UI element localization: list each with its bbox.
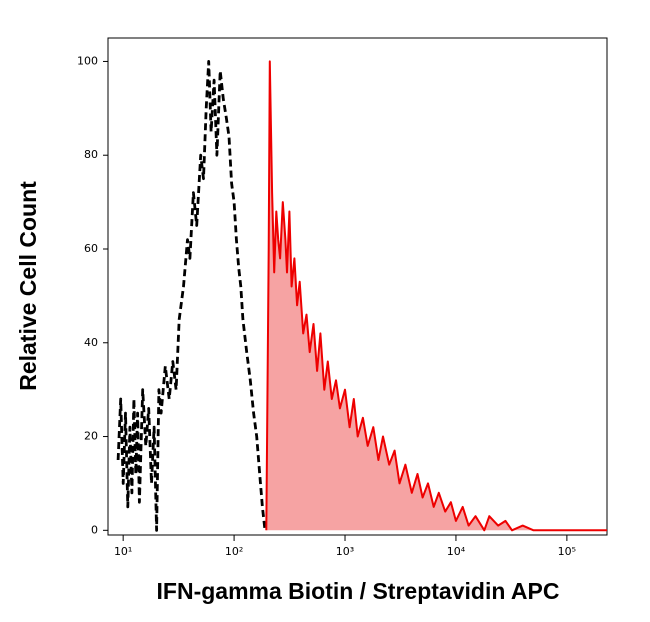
histogram-line [265, 60, 607, 532]
histogram-area [266, 61, 607, 531]
y-tick-label: 60 [84, 242, 98, 255]
x-tick-label: 10² [225, 545, 243, 558]
x-tick-label: 10⁴ [447, 545, 466, 558]
x-axis-title: IFN-gamma Biotin / Streptavidin APC [157, 578, 560, 604]
x-tick-label: 10¹ [114, 545, 132, 558]
histogram-line [116, 60, 267, 532]
y-tick-label: 20 [84, 430, 98, 443]
y-tick-label: 100 [77, 54, 98, 67]
y-tick-label: 80 [84, 148, 98, 161]
x-tick-label: 10⁵ [558, 545, 576, 558]
y-tick-label: 0 [91, 523, 98, 536]
y-tick-label: 40 [84, 336, 98, 349]
y-axis-title: Relative Cell Count [15, 181, 41, 391]
plot-frame [107, 37, 608, 536]
x-tick-label: 10³ [336, 545, 354, 558]
